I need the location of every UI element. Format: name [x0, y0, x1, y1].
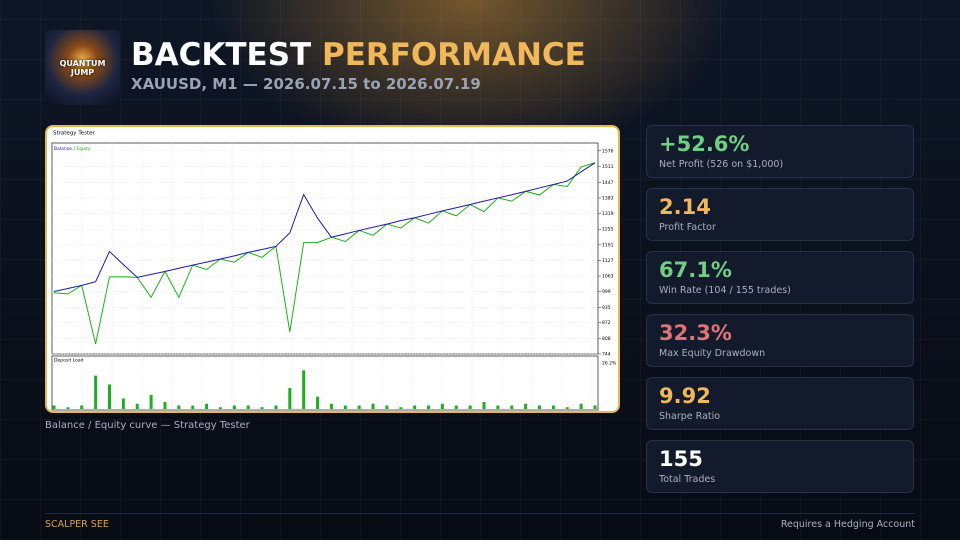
y-tick-label: 744 — [602, 352, 611, 358]
stat-value: 155 — [659, 447, 703, 471]
y-tick-label: 1063 — [602, 274, 614, 280]
y-tick-label: 1383 — [602, 195, 614, 201]
bar — [468, 405, 472, 409]
bar — [218, 407, 222, 409]
bar — [427, 405, 431, 409]
bar — [80, 405, 84, 409]
sub-title: Deposit Load — [54, 358, 84, 364]
tester-chart: Strategy Tester Deposit Load 1576 1511 144… — [45, 125, 620, 413]
bar — [260, 407, 264, 409]
bar — [274, 405, 278, 409]
stat-label: Win Rate (104 / 155 trades) — [659, 285, 791, 296]
legend: Balance / Equity — [54, 146, 91, 152]
y-tick-label: 1447 — [602, 180, 614, 186]
bar — [66, 407, 70, 409]
bar — [357, 405, 361, 409]
title-part: BACKTEST — [131, 37, 312, 73]
series-line — [53, 162, 596, 345]
bar — [149, 394, 153, 409]
bar — [329, 403, 333, 409]
legend-entry: Equity — [76, 146, 91, 152]
series-line — [53, 162, 596, 292]
bar — [510, 405, 514, 409]
stat-card: 155 Total Trades — [646, 440, 914, 493]
stat-label: Max Equity Drawdown — [659, 348, 766, 359]
stat-value: 9.92 — [659, 384, 711, 408]
grid — [81, 143, 593, 410]
bar — [385, 405, 389, 409]
bar — [191, 405, 195, 409]
y-tick-label: 935 — [602, 305, 611, 311]
caption: Balance / Equity curve — Strategy Tester — [45, 420, 250, 431]
divider — [45, 513, 915, 514]
stat-card: 67.1% Win Rate (104 / 155 trades) — [646, 251, 914, 304]
bar — [565, 407, 569, 409]
bar — [371, 403, 375, 409]
stat-card: 32.3% Max Equity Drawdown — [646, 314, 914, 367]
y-tick-label: 1576 — [602, 148, 614, 154]
bar — [454, 405, 458, 409]
bar — [121, 398, 125, 409]
legend-separator: / — [72, 146, 76, 152]
bar — [538, 405, 542, 409]
y-tick-label: 1127 — [602, 258, 614, 264]
stat-card: 9.92 Sharpe Ratio — [646, 377, 914, 430]
title: BACKTEST PERFORMANCE — [131, 37, 586, 73]
bar — [413, 405, 417, 409]
bar — [135, 403, 139, 409]
bar — [302, 370, 306, 409]
logo-text: QUANTUM JUMP — [59, 58, 106, 77]
footer-right: Requires a Hedging Account — [780, 519, 915, 530]
y-tick-label: 999 — [602, 289, 611, 295]
y-tick-label: 1511 — [602, 164, 614, 170]
bar — [593, 405, 597, 409]
bar — [52, 405, 56, 409]
bar — [343, 405, 347, 409]
bar — [440, 403, 444, 409]
y-tick-label: 808 — [602, 336, 611, 342]
bar — [107, 384, 111, 409]
bar — [399, 407, 403, 409]
stat-label: Net Profit (526 on $1,000) — [659, 159, 784, 170]
bar — [205, 403, 209, 409]
bar — [177, 405, 181, 409]
stat-card: 2.14 Profit Factor — [646, 188, 914, 241]
bar — [482, 401, 486, 409]
bar — [496, 405, 500, 409]
legend-entry: Balance — [54, 146, 72, 152]
window-title: Strategy Tester — [53, 131, 96, 137]
stat-value: 2.14 — [659, 195, 711, 219]
bar — [524, 403, 528, 409]
bar — [288, 387, 292, 409]
stat-label: Profit Factor — [659, 222, 716, 233]
y-tick-label: 1191 — [602, 242, 614, 248]
y-tick-label: 26.2% — [602, 361, 617, 367]
subtitle: XAUUSD, M1 — 2026.07.15 to 2026.07.19 — [131, 75, 481, 93]
sub-plot-frame — [51, 355, 599, 411]
y-tick-label: 872 — [602, 320, 611, 326]
footer-left: SCALPER SEE — [45, 519, 109, 530]
stat-label: Total Trades — [659, 474, 716, 485]
title-part: PERFORMANCE — [321, 37, 586, 73]
bar — [94, 375, 98, 409]
logo: QUANTUM JUMP — [45, 30, 120, 105]
stat-value: 67.1% — [659, 258, 732, 282]
bar — [246, 405, 250, 409]
bar — [579, 403, 583, 409]
y-tick-label: 1319 — [602, 211, 614, 217]
stat-value: 32.3% — [659, 321, 732, 345]
y-tick-label: 1255 — [602, 227, 614, 233]
stat-value: +52.6% — [659, 132, 750, 156]
stat-label: Sharpe Ratio — [659, 411, 721, 422]
bar — [316, 396, 320, 409]
plot-frame — [51, 142, 599, 355]
bar — [551, 405, 555, 409]
bar — [232, 405, 236, 409]
bar — [163, 401, 167, 409]
stat-card: +52.6% Net Profit (526 on $1,000) — [646, 125, 914, 178]
